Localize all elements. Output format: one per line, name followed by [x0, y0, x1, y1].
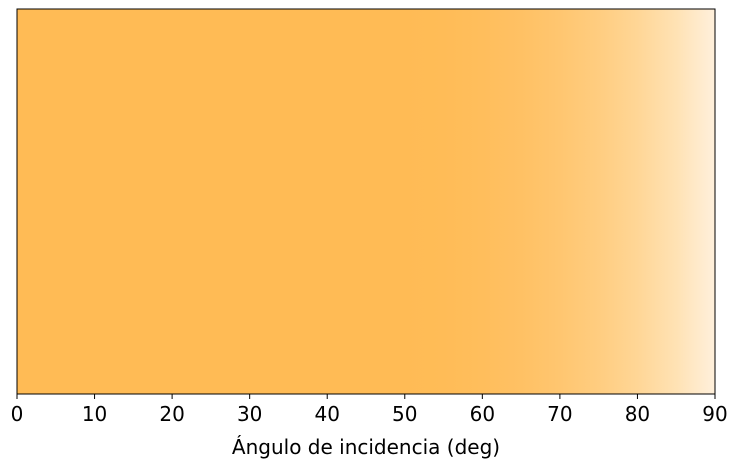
x-axis-ticks: 0 10 20 30 40 50 60 70 80 90 [11, 394, 728, 426]
x-axis-label: Ángulo de incidencia (deg) [232, 435, 500, 459]
x-tick-label: 80 [625, 402, 650, 426]
heatmap-gradient-area [17, 9, 715, 394]
x-tick-label: 40 [314, 402, 339, 426]
x-tick-label: 0 [11, 402, 24, 426]
x-tick-label: 90 [702, 402, 727, 426]
x-tick-label: 50 [392, 402, 417, 426]
x-tick-label: 10 [82, 402, 107, 426]
x-tick-label: 30 [237, 402, 262, 426]
x-tick-label: 20 [159, 402, 184, 426]
plot-frame [16, 8, 716, 395]
x-tick-label: 60 [470, 402, 495, 426]
x-tick-label: 70 [547, 402, 572, 426]
